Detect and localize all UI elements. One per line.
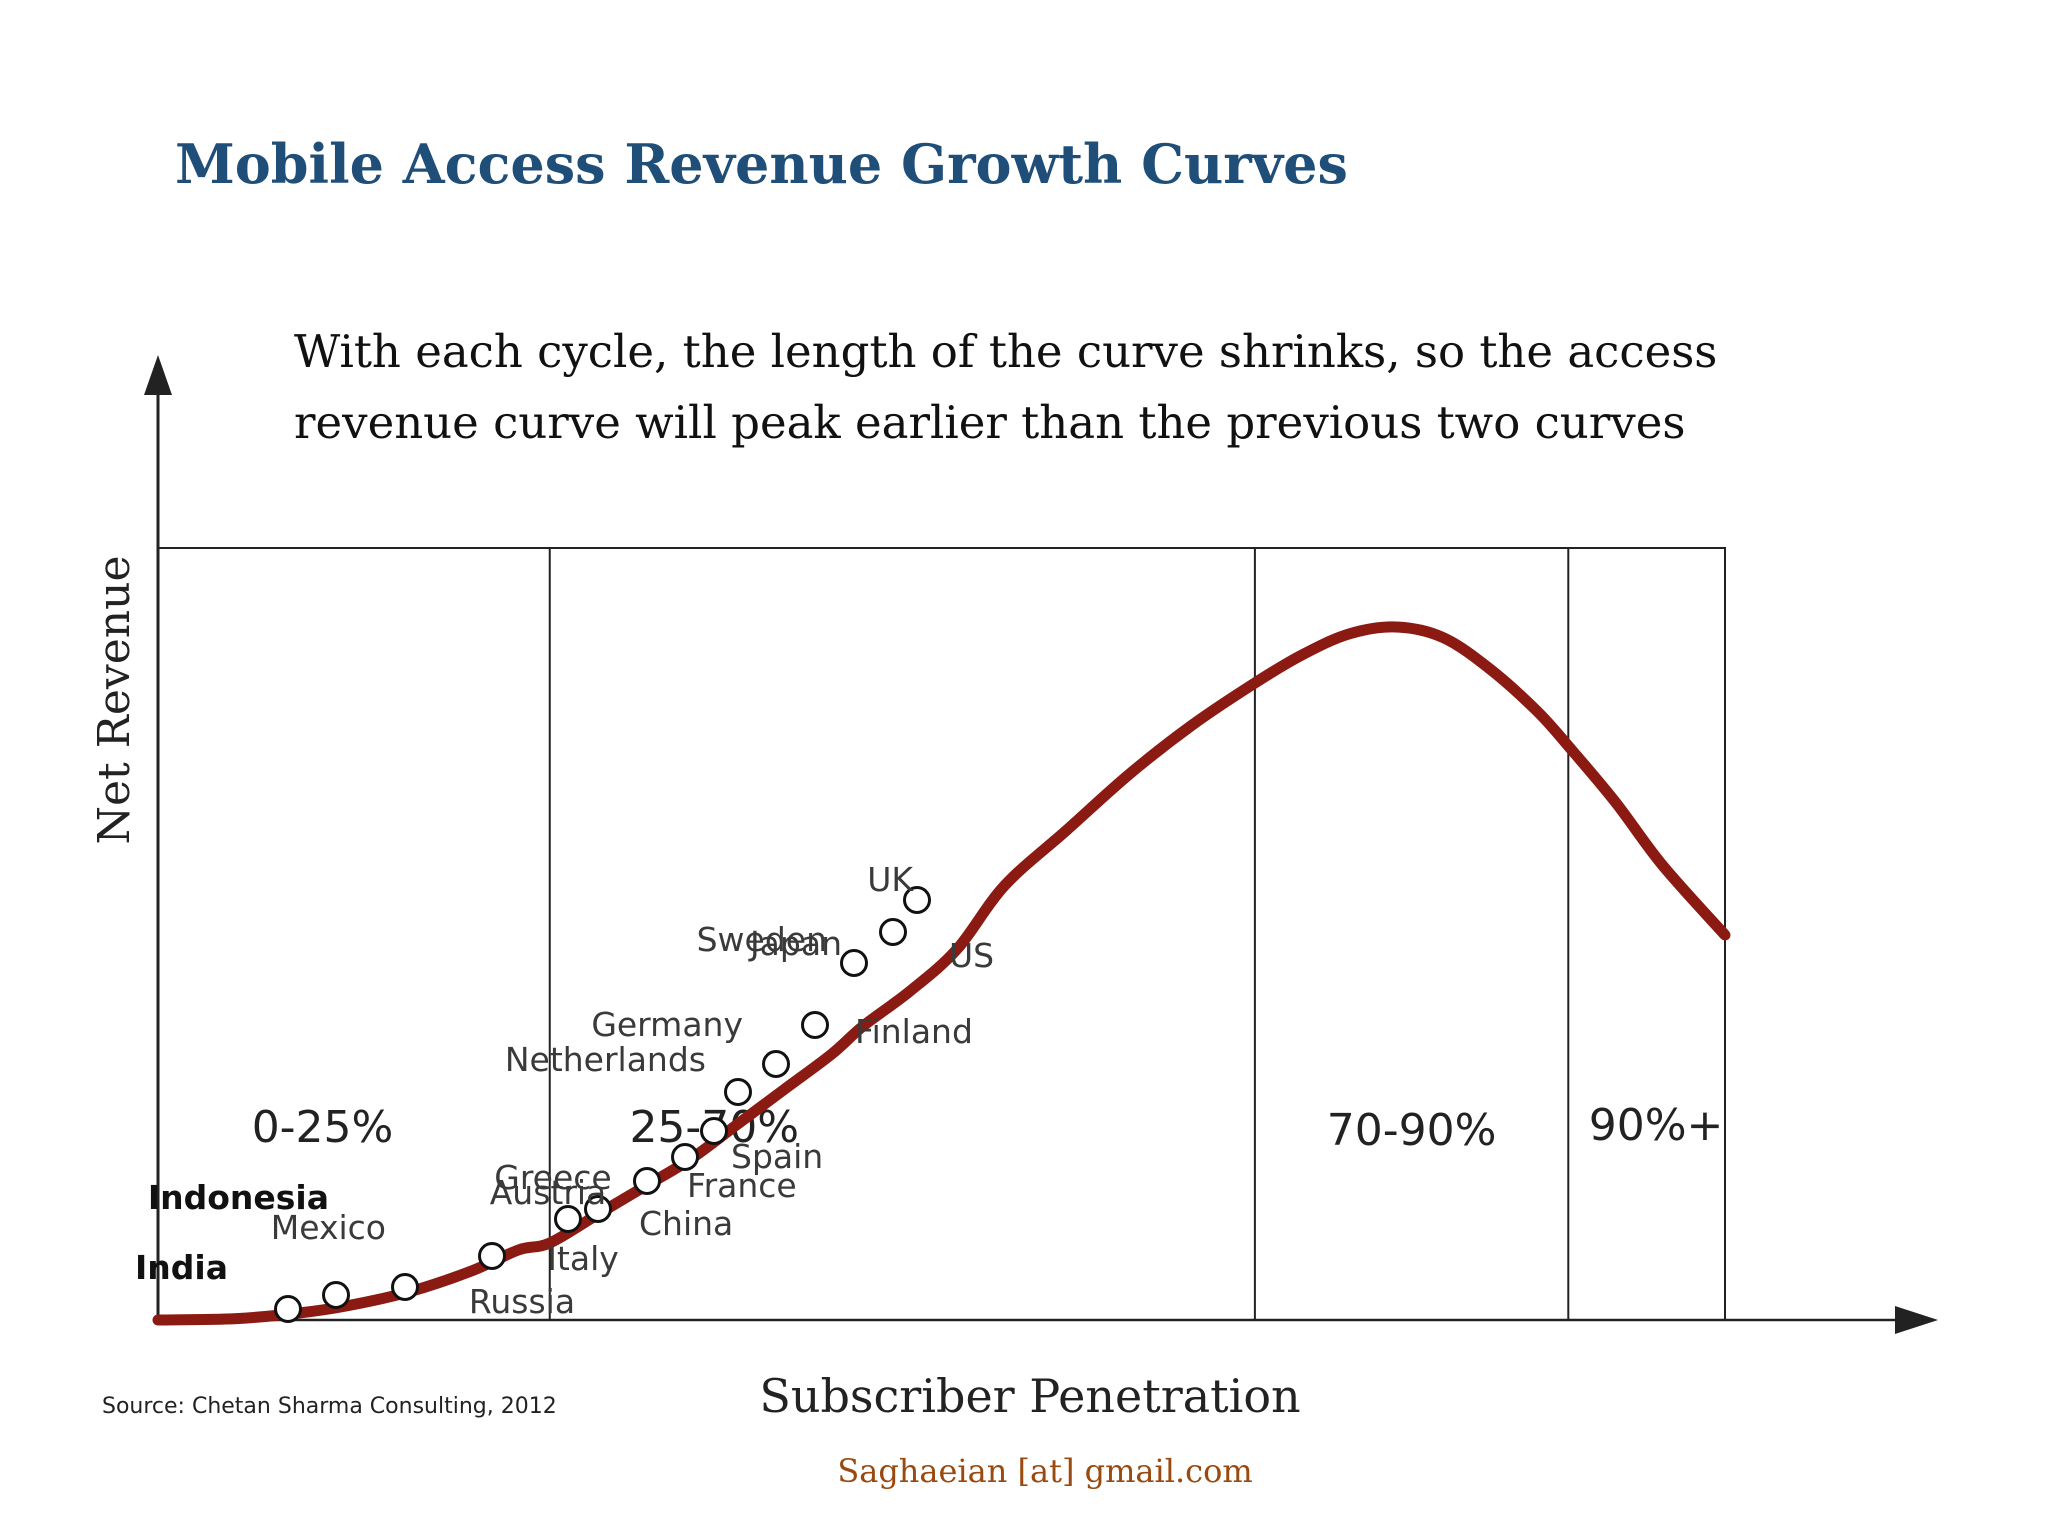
country-label: Finland: [855, 1012, 973, 1051]
country-label: Indonesia: [148, 1178, 329, 1217]
revenue-curve: [152, 621, 1731, 1326]
country-marker: [903, 886, 931, 914]
country-label: Sweden: [697, 920, 827, 959]
source-note: Source: Chetan Sharma Consulting, 2012: [102, 1394, 557, 1419]
country-label: Japan: [748, 924, 842, 963]
country-marker: [584, 1195, 612, 1223]
x-axis-arrowhead: [1895, 1306, 1938, 1334]
segment-label: 0-25%: [252, 1102, 394, 1153]
country-marker: [274, 1295, 302, 1323]
country-label: UK: [867, 860, 914, 899]
country-marker: [801, 1011, 829, 1039]
country-label: Netherlands: [505, 1040, 706, 1079]
country-marker: [840, 949, 868, 977]
country-label: US: [949, 936, 994, 975]
country-label: China: [639, 1204, 733, 1243]
footer-email: Saghaeian [at] gmail.com: [837, 1452, 1252, 1490]
y-axis-label: Net Revenue: [89, 556, 140, 845]
country-marker: [671, 1143, 699, 1171]
country-label: France: [687, 1166, 797, 1205]
slide-title: Mobile Access Revenue Growth Curves: [175, 132, 1348, 196]
x-axis-label: Subscriber Penetration: [759, 1369, 1300, 1423]
country-marker: [554, 1205, 582, 1233]
country-label: India: [135, 1248, 228, 1287]
country-label: Mexico: [271, 1208, 386, 1247]
country-marker: [762, 1050, 790, 1078]
country-marker: [633, 1167, 661, 1195]
country-marker: [879, 918, 907, 946]
y-axis-arrowhead: [144, 355, 172, 395]
country-marker: [322, 1281, 350, 1309]
segment-label: 70-90%: [1327, 1105, 1497, 1156]
segments-group: 0-25%25-70%70-90%90%+: [157, 547, 1726, 1321]
subtitle-line-2: revenue curve will peak earlier than the…: [294, 396, 1685, 449]
country-label: Greece: [494, 1158, 611, 1197]
country-label: Germany: [591, 1005, 743, 1044]
country-marker: [478, 1242, 506, 1270]
country-label: Italy: [547, 1239, 619, 1278]
country-label: Russia: [469, 1282, 575, 1321]
segment-label: 90%+: [1589, 1100, 1724, 1151]
country-marker: [391, 1273, 419, 1301]
subtitle-line-1: With each cycle, the length of the curve…: [294, 325, 1717, 378]
country-marker: [700, 1117, 728, 1145]
country-marker: [724, 1078, 752, 1106]
country-label: Austria: [490, 1173, 607, 1212]
country-points-group: [274, 886, 931, 1323]
country-label: Spain: [731, 1137, 823, 1176]
